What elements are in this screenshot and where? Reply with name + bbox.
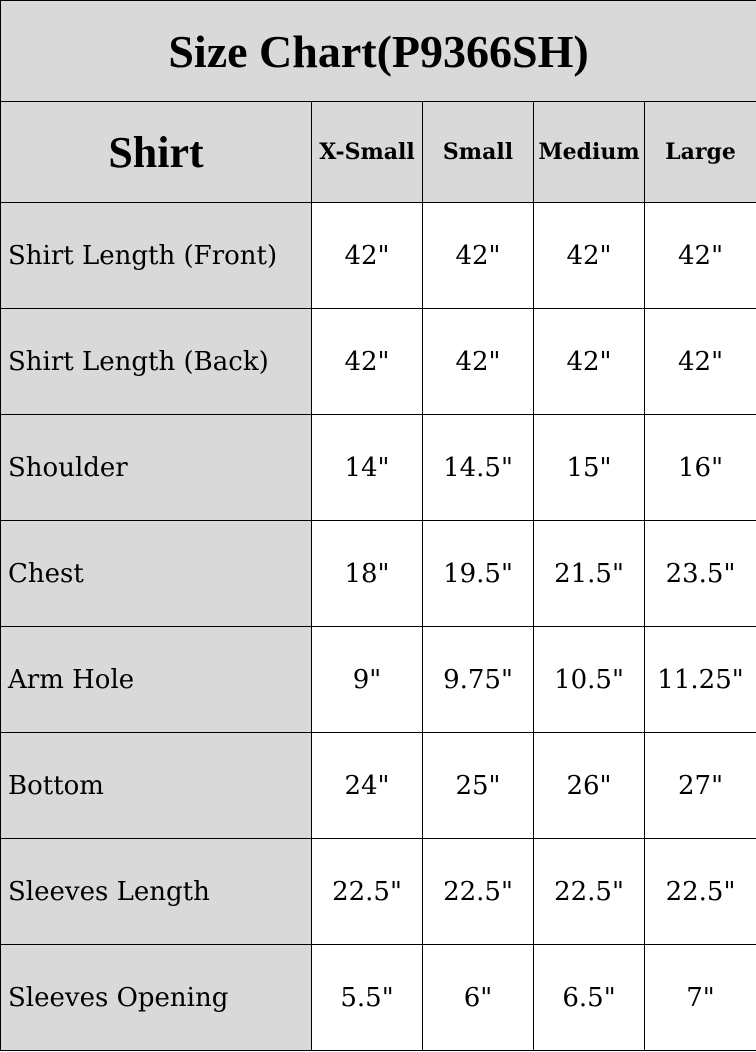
measurement-value: 22.5" [422, 838, 534, 945]
measurement-value: 14" [311, 414, 423, 521]
table-row: Bottom 24" 25" 26" 27" [0, 732, 756, 839]
table-row: Shirt Length (Front) 42" 42" 42" 42" [0, 202, 756, 309]
measurement-label: Shirt Length (Front) [0, 202, 312, 309]
measurement-value: 19.5" [422, 520, 534, 627]
measurement-label: Arm Hole [0, 626, 312, 733]
measurement-value: 42" [643, 308, 756, 415]
size-header: Small [422, 101, 534, 203]
measurement-value: 6.5" [533, 944, 645, 1051]
measurement-value: 25" [422, 732, 534, 839]
measurement-value: 42" [422, 308, 534, 415]
size-header: Large [643, 101, 756, 203]
table-row: Shirt Length (Back) 42" 42" 42" 42" [0, 308, 756, 415]
measurement-value: 16" [643, 414, 756, 521]
measurement-label: Shirt Length (Back) [0, 308, 312, 415]
measurement-value: 21.5" [533, 520, 645, 627]
measurement-value: 22.5" [311, 838, 423, 945]
measurement-value: 9" [311, 626, 423, 733]
measurement-value: 42" [643, 202, 756, 309]
measurement-value: 15" [533, 414, 645, 521]
measurement-value: 9.75" [422, 626, 534, 733]
measurement-value: 23.5" [643, 520, 756, 627]
measurement-label: Bottom [0, 732, 312, 839]
measurement-value: 42" [422, 202, 534, 309]
measurement-value: 42" [533, 202, 645, 309]
measurement-value: 14.5" [422, 414, 534, 521]
measurement-value: 11.25" [643, 626, 756, 733]
size-header: X-Small [311, 101, 423, 203]
table-row: Sleeves Length 22.5" 22.5" 22.5" 22.5" [0, 838, 756, 945]
measurement-value: 10.5" [533, 626, 645, 733]
measurement-value: 5.5" [311, 944, 423, 1051]
measurement-value: 22.5" [643, 838, 756, 945]
measurement-value: 22.5" [533, 838, 645, 945]
measurement-label: Sleeves Opening [0, 944, 312, 1051]
chart-title: Size Chart(P9366SH) [0, 0, 756, 102]
measurement-value: 26" [533, 732, 645, 839]
measurement-label: Shoulder [0, 414, 312, 521]
table-row: Sleeves Opening 5.5" 6" 6.5" 7" [0, 944, 756, 1051]
measurement-value: 24" [311, 732, 423, 839]
measurement-value: 6" [422, 944, 534, 1051]
measurement-value: 42" [311, 202, 423, 309]
size-header: Medium [533, 101, 645, 203]
table-row: Chest 18" 19.5" 21.5" 23.5" [0, 520, 756, 627]
measurement-value: 42" [311, 308, 423, 415]
measurement-value: 27" [643, 732, 756, 839]
measurement-value: 42" [533, 308, 645, 415]
table-row: Arm Hole 9" 9.75" 10.5" 11.25" [0, 626, 756, 733]
header-row: Shirt X-Small Small Medium Large [0, 101, 756, 203]
table-row: Shoulder 14" 14.5" 15" 16" [0, 414, 756, 521]
measurement-label: Chest [0, 520, 312, 627]
measurement-value: 18" [311, 520, 423, 627]
measurement-value: 7" [643, 944, 756, 1051]
measurement-label: Sleeves Length [0, 838, 312, 945]
section-header: Shirt [0, 101, 312, 203]
